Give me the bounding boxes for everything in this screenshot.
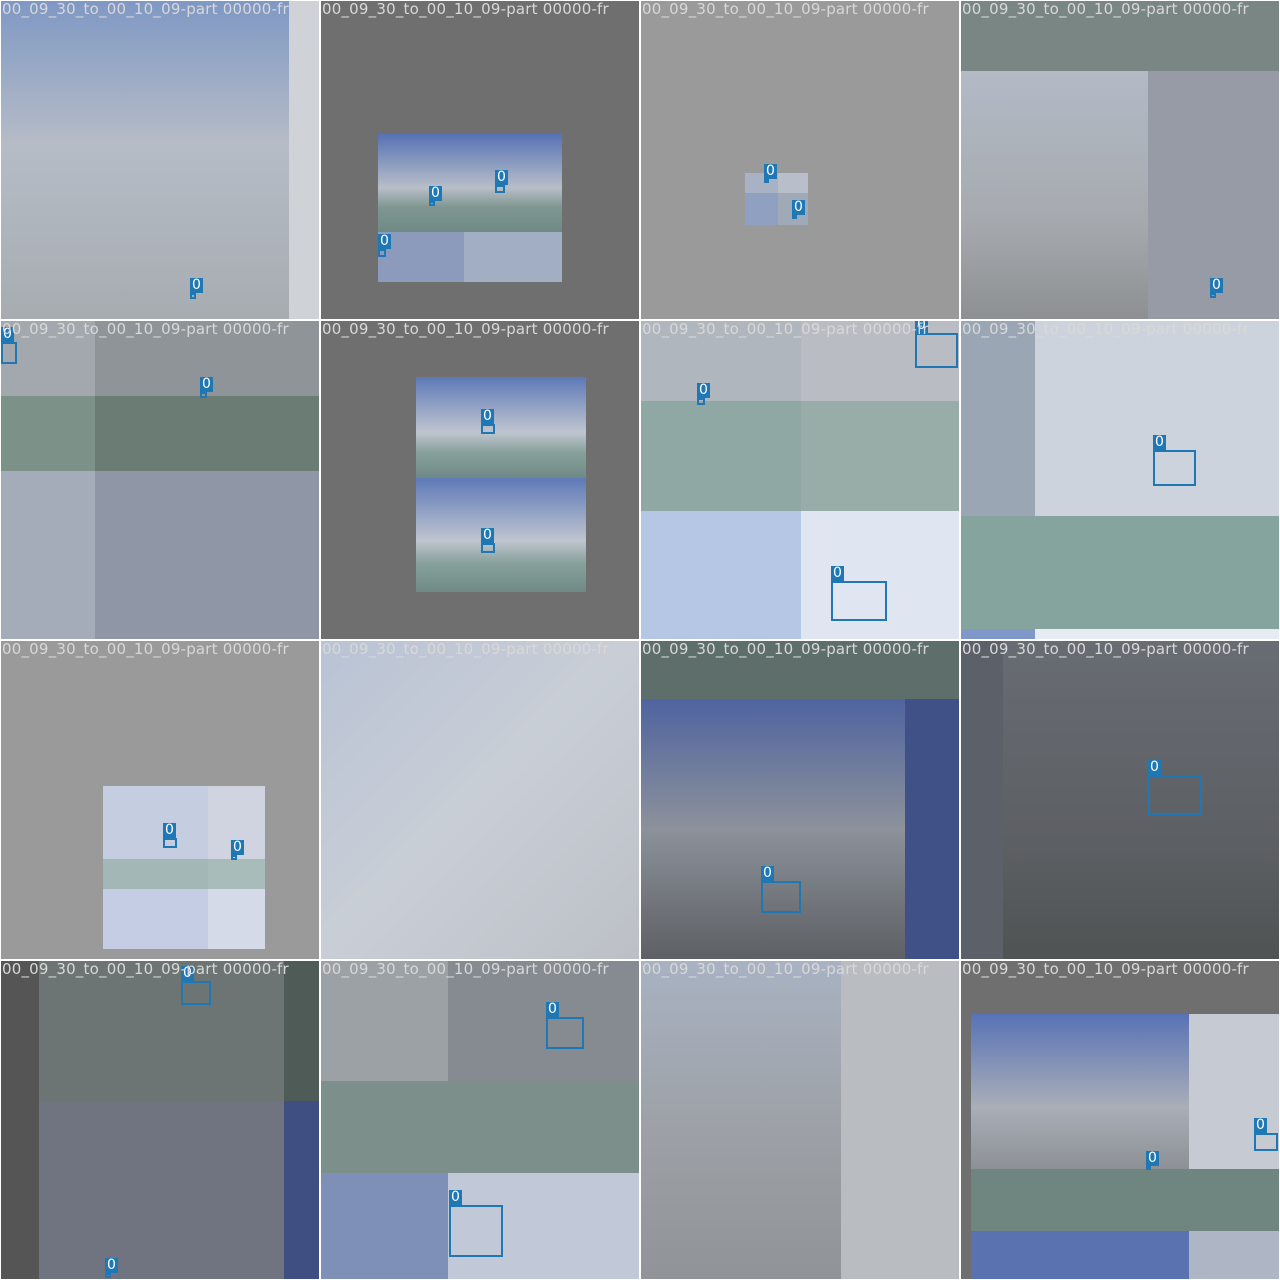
class-label: 0 [105,1257,118,1273]
image-filename: 00_09_30_to_00_10_09-part 00000-fr [322,321,609,338]
sky-photo [321,321,639,639]
sky-photo [321,961,639,1279]
sky-photo [1,641,319,959]
sky-photo [641,961,959,1279]
class-label: 0 [697,382,710,398]
mosaic-tile: 00_09_30_to_00_10_09-part 00000-fr 0 0 [1,321,319,639]
mosaic-tile: 00_09_30_to_00_10_09-part 00000-fr 0 [1,1,319,319]
mosaic-tile: 00_09_30_to_00_10_09-part 00000-fr 0 [961,1,1279,319]
mosaic-tile: 00_09_30_to_00_10_09-part 00000-fr 0 [641,641,959,959]
sky-photo [961,641,1279,959]
mosaic-tile: 00_09_30_to_00_10_09-part 00000-fr 0 0 [1,961,319,1279]
image-filename: 00_09_30_to_00_10_09-part 00000-fr [322,1,609,18]
image-filename: 00_09_30_to_00_10_09-part 00000-fr [2,321,289,338]
mosaic-tile: 00_09_30_to_00_10_09-part 00000-fr 0 0 0 [321,1,639,319]
class-label: 0 [1148,759,1161,775]
image-filename: 00_09_30_to_00_10_09-part 00000-fr [642,961,929,978]
drone-detection: 0 [481,528,495,553]
class-label: 0 [481,408,494,424]
mosaic-tile: 00_09_30_to_00_10_09-part 00000-fr 0 0 [641,1,959,319]
mosaic-tile: 00_09_30_to_00_10_09-part 00000-fr [321,641,639,959]
drone-detection: 0 [429,186,442,206]
image-filename: 00_09_30_to_00_10_09-part 00000-fr [2,641,289,658]
class-label: 0 [831,565,844,581]
drone-detection: 0 [449,1190,503,1257]
class-label: 0 [449,1189,462,1205]
class-label: 0 [429,185,442,201]
sky-photo [321,1,639,319]
drone-detection: 0 [190,278,203,299]
mosaic-tile: 00_09_30_to_00_10_09-part 00000-fr [641,961,959,1279]
sky-photo [1,961,319,1279]
drone-detection: 0 [764,164,777,183]
image-filename: 00_09_30_to_00_10_09-part 00000-fr [2,1,289,18]
mosaic-tile: 00_09_30_to_00_10_09-part 00000-fr 0 0 [1,641,319,959]
class-label: 0 [1254,1117,1267,1133]
drone-detection: 0 [1153,435,1196,486]
drone-detection: 0 [831,566,887,621]
image-filename: 00_09_30_to_00_10_09-part 00000-fr [322,641,609,658]
class-label: 0 [200,376,213,392]
image-filename: 00_09_30_to_00_10_09-part 00000-fr [642,1,929,18]
sky-photo [961,321,1279,639]
class-label: 0 [495,169,508,185]
class-label: 0 [915,321,928,333]
sky-photo [321,641,639,959]
mosaic-tile: 00_09_30_to_00_10_09-part 00000-fr 0 [961,641,1279,959]
drone-detection: 0 [697,383,710,405]
drone-detection: 0 [761,866,801,913]
mosaic-tile: 00_09_30_to_00_10_09-part 00000-fr 0 0 [321,321,639,639]
sky-photo [1,321,319,639]
image-filename: 00_09_30_to_00_10_09-part 00000-fr [962,961,1249,978]
image-filename: 00_09_30_to_00_10_09-part 00000-fr [962,1,1249,18]
drone-detection: 0 [546,1002,584,1049]
class-label: 0 [163,822,176,838]
drone-detection: 0 [105,1258,118,1278]
image-filename: 00_09_30_to_00_10_09-part 00000-fr [962,321,1249,338]
image-filename: 00_09_30_to_00_10_09-part 00000-fr [642,641,929,658]
image-filename: 00_09_30_to_00_10_09-part 00000-fr [642,321,929,338]
image-filename: 00_09_30_to_00_10_09-part 00000-fr [2,961,289,978]
drone-detection: 0 [163,823,177,848]
image-filename: 00_09_30_to_00_10_09-part 00000-fr [962,641,1249,658]
class-label: 0 [181,965,194,981]
drone-detection: 0 [1,327,17,364]
sky-photo [961,961,1279,1279]
mosaic-tile: 00_09_30_to_00_10_09-part 00000-fr 0 [961,321,1279,639]
sky-photo [641,1,959,319]
class-label: 0 [231,839,244,855]
class-label: 0 [1,326,14,342]
drone-detection: 0 [481,409,495,434]
sky-photo [641,641,959,959]
sky-photo [1,1,319,319]
mosaic-tile: 00_09_30_to_00_10_09-part 00000-fr 0 0 0 [641,321,959,639]
class-label: 0 [764,163,777,179]
class-label: 0 [761,865,774,881]
drone-detection: 0 [1210,278,1223,298]
sky-photo [641,321,959,639]
drone-detection: 0 [1146,1151,1159,1170]
drone-detection: 0 [495,170,508,193]
mosaic-tile: 00_09_30_to_00_10_09-part 00000-fr 0 0 [961,961,1279,1279]
class-label: 0 [1210,277,1223,293]
drone-detection: 0 [378,234,391,257]
class-label: 0 [1153,434,1166,450]
class-label: 0 [378,233,391,249]
class-label: 0 [546,1001,559,1017]
class-label: 0 [792,199,805,215]
mosaic-tile: 00_09_30_to_00_10_09-part 00000-fr 0 0 [321,961,639,1279]
class-label: 0 [481,527,494,543]
drone-detection: 0 [792,200,805,219]
class-label: 0 [190,277,203,293]
drone-detection: 0 [200,377,213,398]
drone-detection: 0 [231,840,244,860]
drone-detection: 0 [1254,1118,1278,1151]
class-label: 0 [1146,1150,1159,1166]
drone-detection: 0 [1148,760,1202,815]
image-filename: 00_09_30_to_00_10_09-part 00000-fr [322,961,609,978]
drone-detection: 0 [181,966,211,1005]
drone-detection: 0 [915,321,958,368]
sky-photo [961,1,1279,319]
